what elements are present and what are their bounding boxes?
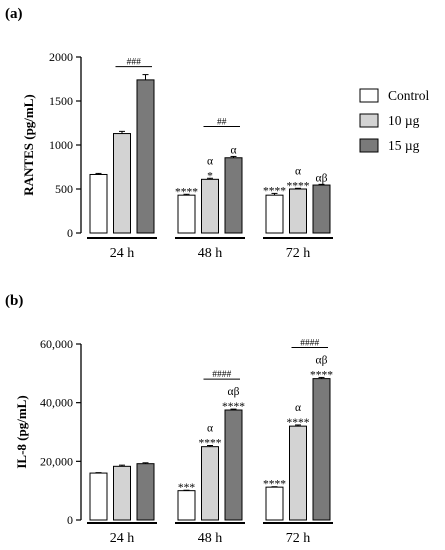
x-group-label: 24 h — [110, 246, 135, 261]
comparison-label: ## — [217, 117, 227, 127]
y-tick-label: 0 — [67, 226, 73, 240]
significance-label: **** — [263, 479, 286, 491]
comparison-label: #### — [300, 338, 319, 348]
significance-label: * — [207, 170, 213, 182]
significance-label: αβ — [316, 354, 328, 366]
legend-label: Control — [388, 88, 430, 103]
bar — [136, 463, 155, 521]
legend-label: 15 µg — [388, 138, 420, 153]
significance-label: α — [230, 144, 236, 156]
legend-swatch — [359, 88, 379, 103]
bar — [177, 194, 196, 234]
y-axis-title: RANTES (pg/mL) — [21, 94, 36, 196]
significance-label: α — [295, 402, 301, 414]
x-group-label: 48 h — [198, 531, 223, 546]
legend: Control 10 µg 15 µg — [359, 88, 430, 153]
bar — [201, 446, 219, 521]
bar — [89, 173, 108, 234]
bar — [224, 157, 243, 234]
bar — [312, 378, 331, 521]
x-group-label: 48 h — [198, 246, 223, 261]
significance-label: α — [207, 422, 213, 434]
significance-label: **** — [310, 369, 333, 381]
y-tick-label: 1000 — [49, 138, 73, 152]
y-tick-label: 1500 — [49, 94, 73, 108]
bar — [89, 472, 108, 521]
y-tick-label: 500 — [55, 182, 73, 196]
significance-label: **** — [175, 186, 198, 198]
y-tick-label: 20,000 — [40, 454, 73, 468]
x-group-label: 24 h — [110, 531, 135, 546]
y-axis-title: IL-8 (pg/mL) — [14, 395, 29, 468]
significance-label: αβ — [228, 386, 240, 398]
significance-label: **** — [287, 180, 310, 192]
comparison-label: #### — [212, 370, 231, 380]
bar — [265, 486, 284, 521]
y-tick-label: 0 — [67, 513, 73, 527]
legend-label: 10 µg — [388, 113, 420, 128]
y-tick-label: 2000 — [49, 50, 73, 64]
y-tick-label: 40,000 — [40, 396, 73, 410]
panel-b: (b) 0 20,000 40,000 60,000 IL-8 (pg/mL) 24 h **… — [5, 293, 333, 546]
bar — [201, 178, 219, 234]
bar — [289, 188, 307, 234]
legend-swatch — [359, 138, 379, 153]
bar — [113, 133, 131, 234]
panel-label: (b) — [5, 293, 23, 309]
bar — [265, 194, 284, 234]
y-tick-label: 60,000 — [40, 337, 73, 351]
significance-label: *** — [178, 482, 196, 494]
legend-swatch — [359, 113, 379, 128]
bar — [177, 490, 196, 521]
significance-label: α — [295, 165, 301, 177]
significance-label: α — [207, 155, 213, 167]
x-group-label: 72 h — [286, 246, 311, 261]
significance-label: **** — [287, 417, 310, 429]
significance-label: **** — [222, 401, 245, 413]
significance-label: **** — [199, 437, 222, 449]
significance-label: αβ — [316, 172, 328, 184]
bar — [113, 465, 131, 521]
panel-label: (a) — [5, 6, 23, 22]
bar — [312, 184, 331, 234]
bar — [224, 409, 243, 521]
bar — [289, 425, 307, 521]
significance-label: **** — [263, 185, 286, 197]
panel-a: (a) 0 500 1000 1500 2000 RANTES (pg/mL) ### 24 h… — [5, 6, 333, 261]
x-group-label: 72 h — [286, 531, 311, 546]
comparison-label: ### — [127, 58, 142, 68]
bar — [136, 79, 155, 234]
